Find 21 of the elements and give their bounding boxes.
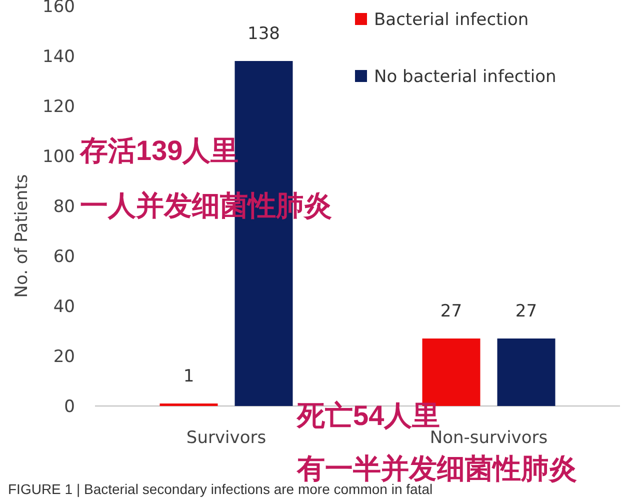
bar — [497, 338, 556, 406]
y-tick-label: 80 — [53, 197, 75, 217]
legend-label: No bacterial infection — [374, 67, 556, 87]
y-tick-label: 40 — [53, 297, 75, 317]
y-tick-label: 100 — [42, 147, 75, 167]
y-tick-label: 0 — [64, 397, 75, 417]
text: 有一半并发细菌性肺炎 — [296, 453, 577, 484]
x-tick-label: Non-survivors — [430, 428, 548, 448]
y-tick-label: 120 — [42, 97, 75, 117]
legend-label: Bacterial infection — [374, 10, 529, 30]
caption: FIGURE 1 | Bacterial secondary infections are more common in fatal — [8, 481, 433, 497]
y-tick-label: 20 — [53, 347, 75, 367]
y-tick-label: 140 — [42, 47, 75, 67]
data-label: 1 — [183, 366, 194, 386]
data-label: 27 — [440, 302, 462, 322]
y-axis-title: No. of Patients — [12, 174, 32, 298]
data-label: 27 — [515, 302, 538, 322]
data-label: 138 — [248, 24, 280, 44]
y-tick-label: 60 — [53, 247, 75, 267]
x-tick-label: Survivors — [186, 428, 266, 448]
annotation: 死亡54人里 — [296, 400, 440, 431]
